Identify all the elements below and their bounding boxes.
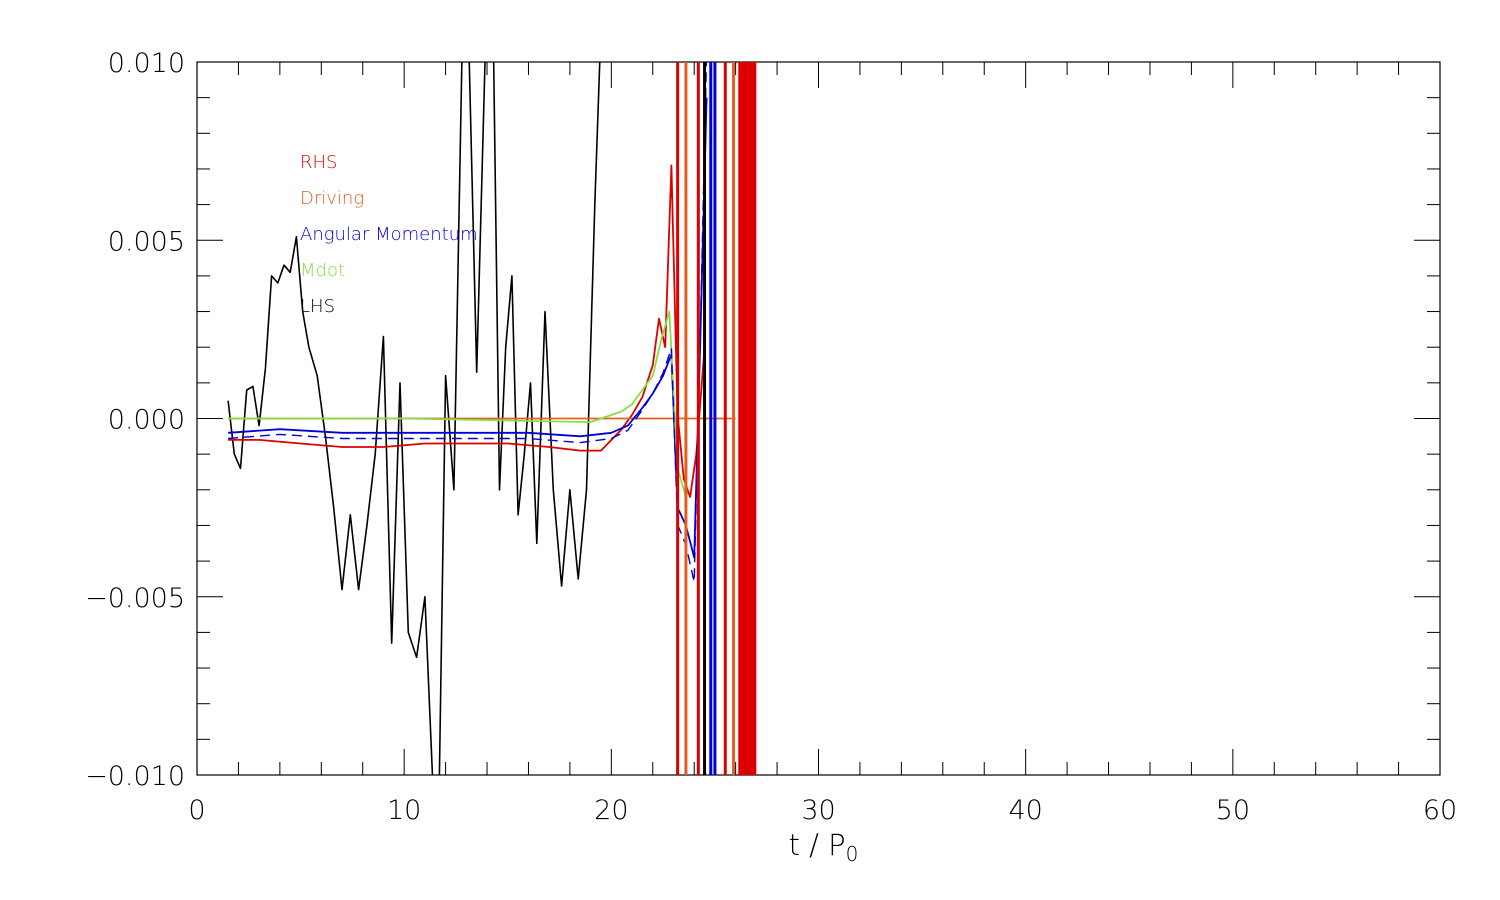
y-tick-label: 0.010 [108, 48, 185, 79]
series-clip-group [227, 62, 757, 775]
series-line-angular-momentum-dashed [228, 62, 708, 583]
x-tick-label: 40 [1008, 795, 1042, 826]
legend-item-lhs: LHS [300, 296, 335, 317]
x-tick-label: 60 [1423, 795, 1457, 826]
y-tick-label: −0.005 [85, 583, 185, 614]
series-line-rhs [228, 164, 706, 498]
x-tick-label: 50 [1216, 795, 1250, 826]
y-tick-label: −0.010 [85, 761, 185, 792]
legend: RHS Driving Angular Momentum Mdot LHS [300, 152, 478, 317]
legend-item-mdot: Mdot [300, 260, 345, 281]
vertical-band-fill [739, 62, 757, 775]
x-tick-label: 0 [188, 795, 205, 826]
series-line-lhs [227, 62, 601, 775]
x-axis-title: t / P0 [789, 828, 859, 866]
x-tick-label: 20 [594, 795, 628, 826]
series-line-mdot [228, 310, 687, 498]
tick-labels: 0 10 20 30 40 50 60 0.010 0.005 0.000 −0.005 −0.010 [85, 48, 1457, 826]
legend-item-angular-momentum: Angular Momentum [300, 224, 478, 245]
x-tick-label: 10 [387, 795, 421, 826]
y-tick-label: 0.000 [108, 405, 185, 436]
axis-ticks [196, 61, 1441, 776]
legend-item-rhs: RHS [300, 152, 337, 173]
x-axis-title-main: t / P [789, 828, 846, 862]
x-axis-title-subscript: 0 [846, 842, 859, 866]
y-tick-label: 0.005 [108, 226, 185, 257]
legend-item-driving: Driving [300, 188, 364, 209]
x-tick-label: 30 [801, 795, 835, 826]
series-lines [227, 62, 757, 775]
